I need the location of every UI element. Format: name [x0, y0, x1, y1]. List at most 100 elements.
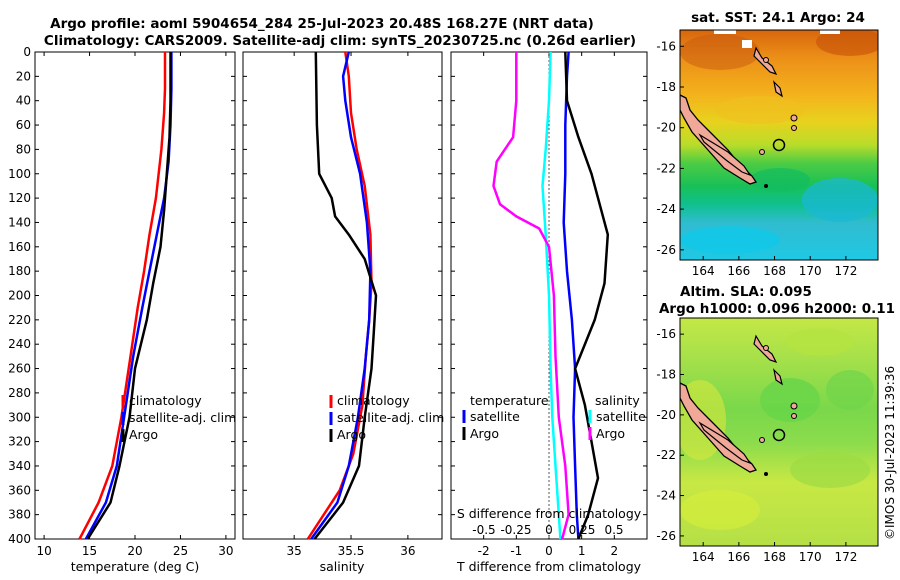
- map-x-tick-label: 172: [834, 264, 857, 278]
- map-x-tick-label: 168: [763, 264, 786, 278]
- temperature-xlabel: temperature (deg C): [71, 559, 200, 574]
- legend-sal-satellite-label: satellite: [596, 409, 646, 424]
- s-tick-label: 0.5: [604, 523, 623, 537]
- map-x-tick-label: 166: [727, 264, 750, 278]
- s-tick-label: 0: [545, 523, 553, 537]
- loyalty-island: [791, 413, 797, 419]
- sst-nodata-patch: [820, 30, 840, 34]
- sla-map-title: Altim. SLA: 0.095: [680, 284, 812, 300]
- loyalty-island: [791, 125, 797, 131]
- map-x-tick-label: 166: [727, 550, 750, 564]
- y-tick-label: 20: [16, 69, 31, 83]
- x-tick-label: 36: [400, 544, 415, 558]
- y-tick-label: 280: [8, 386, 31, 400]
- map-y-tick-label: -24: [656, 202, 676, 216]
- series-line-satellite-adj-clim: [84, 52, 173, 540]
- x-tick-label: 20: [127, 544, 142, 558]
- island: [763, 57, 769, 63]
- s-tick-label: -0.25: [500, 523, 531, 537]
- y-tick-label: 160: [8, 240, 31, 254]
- sla-map-frame: [679, 317, 879, 547]
- map-y-tick-label: -26: [656, 243, 676, 257]
- legend-satellite-label: satellite-adj. clim: [129, 410, 236, 425]
- map-y-tick-label: -20: [656, 408, 676, 422]
- temperature-diff-legend: temperature satellite Argo: [462, 393, 549, 441]
- series-line-salinity-argo: [492, 52, 570, 540]
- vanuatu-island: [773, 80, 783, 98]
- x-tick-label: -2: [478, 544, 490, 558]
- legend-salinity-header: salinity: [595, 393, 640, 408]
- loyalty-island: [790, 114, 798, 122]
- sst-nodata-patch: [742, 40, 752, 48]
- series-line-argo: [86, 52, 172, 540]
- loyalty-island: [790, 402, 798, 410]
- x-tick-label: -1: [510, 544, 522, 558]
- sla-map: Altim. SLA: 0.095 Argo h1000: 0.096 h200…: [656, 284, 895, 564]
- sst-warm-patch: [680, 34, 760, 70]
- argo-position-marker: [772, 138, 786, 152]
- series-line-salinity-satellite: [541, 51, 562, 540]
- sla-low-patch: [760, 378, 820, 422]
- map-y-tick-label: -24: [656, 489, 676, 503]
- x-tick-label: 10: [36, 544, 51, 558]
- sst-warm-patch: [816, 30, 878, 56]
- y-tick-label: 120: [8, 191, 31, 205]
- sst-nodata-patch: [714, 30, 736, 34]
- sst-map-frame: [679, 29, 879, 261]
- y-tick-label: 300: [8, 410, 31, 424]
- map-y-tick-label: -22: [656, 448, 676, 462]
- map-y-tick-label: -20: [656, 121, 676, 135]
- temperature-legend: climatology satellite-adj. clim Argo: [121, 393, 236, 442]
- x-tick-label: 0: [545, 544, 553, 558]
- legend-satellite-label: satellite-adj. clim: [337, 410, 444, 425]
- y-tick-label: 100: [8, 167, 31, 181]
- salinity-legend: climatology satellite-adj. clim Argo: [329, 393, 444, 442]
- loyalty-island: [759, 437, 765, 443]
- sla-mid-patch: [786, 328, 854, 356]
- x-tick-label: 30: [218, 544, 233, 558]
- new-caledonia-island: [698, 421, 752, 465]
- y-tick-label: 0: [23, 45, 31, 59]
- series-line-argo: [313, 51, 378, 540]
- x-tick-label: 15: [82, 544, 97, 558]
- difference-s-ticks: -0.5 -0.25 0 0.25 0.5: [472, 523, 623, 537]
- series-line-temperature-satellite: [562, 51, 580, 540]
- legend-argo-label: Argo: [129, 427, 158, 442]
- y-tick-label: 200: [8, 289, 31, 303]
- sla-high-patch: [680, 490, 760, 530]
- map-x-tick-label: 170: [799, 264, 822, 278]
- legend-climatology-label: climatology: [129, 393, 202, 408]
- temperature-panel: 0 20 40 60 80 100 120 140 160 180 200 220 240 260 280 3…: [8, 45, 236, 574]
- new-caledonia-island: [698, 133, 752, 177]
- sla-map-subtitle: Argo h1000: 0.096 h2000: 0.11: [659, 301, 895, 317]
- x-tick-label: 35.5: [338, 544, 365, 558]
- legend-sal-argo-label: Argo: [596, 426, 625, 441]
- timestamp-watermark: ©IMOS 30-Jul-2023 11:39:36: [883, 366, 897, 540]
- sst-cool-patch: [680, 226, 780, 254]
- salinity-axes-box: [242, 51, 443, 540]
- vanuatu-island: [773, 368, 783, 386]
- y-tick-label: 260: [8, 362, 31, 376]
- y-tick-label: 320: [8, 435, 31, 449]
- x-tick-label: 2: [611, 544, 619, 558]
- map-y-tick-label: -18: [656, 367, 676, 381]
- salinity-xlabel: salinity: [320, 559, 365, 574]
- map-y-tick-label: -22: [656, 161, 676, 175]
- legend-argo-label: Argo: [337, 427, 366, 442]
- map-x-tick-label: 172: [834, 550, 857, 564]
- series-line-temperature-argo: [564, 51, 610, 540]
- figure-title-line2: Climatology: CARS2009. Satellite-adj cli…: [44, 33, 636, 49]
- sst-green-patch: [750, 168, 810, 192]
- island: [763, 345, 769, 351]
- sla-mid-patch: [790, 452, 870, 488]
- y-tick-label: 220: [8, 313, 31, 327]
- x-tick-label: 25: [173, 544, 188, 558]
- figure-title-line1: Argo profile: aoml 5904654_284 25-Jul-20…: [50, 16, 594, 32]
- map-x-tick-label: 164: [692, 550, 715, 564]
- temperature-axes-box: [34, 51, 236, 540]
- y-tick-label: 60: [16, 118, 31, 132]
- legend-climatology-label: climatology: [337, 393, 410, 408]
- s-tick-label: 0.25: [569, 523, 596, 537]
- map-y-tick-label: -26: [656, 529, 676, 543]
- sst-mid-patch: [715, 96, 805, 124]
